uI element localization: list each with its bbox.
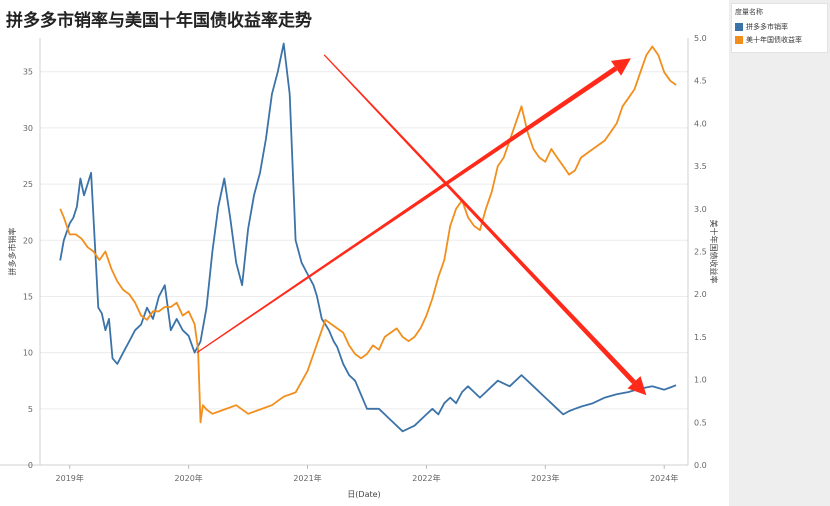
x-tick-label: 2023年	[531, 473, 559, 483]
y-right-tick-label: 4.5	[694, 77, 707, 86]
y-right-tick-label: 1.5	[694, 333, 707, 342]
x-tick-label: 2020年	[174, 473, 202, 483]
line-chart: 0 5 10 15 20 25 30 35 0.0 0.5 1.0 1.5 2.0 2.5 3.0 3.5 4.…	[0, 34, 719, 499]
legend-title: 度量名称	[735, 8, 763, 16]
legend-label-us10y: 美十年国债收益率	[746, 36, 802, 44]
y-right-tick-label: 2.0	[694, 290, 707, 299]
series-line-pdd	[59, 42, 677, 433]
annotation-arrow-head	[611, 58, 631, 76]
series-lines	[59, 42, 677, 433]
y-left-tick-label: 0	[28, 461, 33, 470]
y-right-axis-title: 美十年国债收益率	[709, 220, 719, 284]
annotation-arrow-shaft	[196, 66, 618, 354]
x-tick-label: 2024年	[650, 473, 678, 483]
annotation-arrow-head	[627, 376, 647, 396]
y-right-tick-label: 5.0	[694, 34, 707, 43]
y-left-tick-label: 20	[23, 236, 33, 245]
y-right-tick-label: 1.0	[694, 376, 707, 385]
y-right-tick-label: 4.0	[694, 119, 707, 128]
y-left-tick-label: 5	[28, 405, 33, 414]
x-axis-title: 日(Date)	[347, 490, 380, 499]
x-tick-label: 2021年	[293, 473, 321, 483]
y-left-tick-label: 25	[23, 180, 33, 189]
y-left-tick-label: 15	[23, 292, 33, 301]
y-right-tick-label: 0.5	[694, 418, 707, 427]
y-right-tick-label: 0.0	[694, 461, 707, 470]
y-right-tick-label: 2.5	[694, 248, 707, 257]
x-tick-label: 2019年	[56, 473, 84, 483]
legend-label-pdd: 拼多多市销率	[746, 23, 788, 31]
legend-panel	[729, 0, 830, 506]
x-tick-label: 2022年	[412, 473, 440, 483]
annotation-arrow-shaft	[323, 54, 636, 385]
series-line-us10y	[59, 45, 677, 424]
axes: 0 5 10 15 20 25 30 35 0.0 0.5 1.0 1.5 2.0 2.5 3.0 3.5 4.…	[0, 34, 719, 499]
y-right-tick-label: 3.5	[694, 162, 707, 171]
annotation-arrows	[196, 54, 647, 396]
legend-swatch-pdd	[735, 23, 743, 31]
y-right-tick-label: 3.0	[694, 205, 707, 214]
legend: 度量名称 拼多多市销率 美十年国债收益率	[731, 3, 828, 53]
y-left-tick-label: 30	[23, 124, 33, 133]
legend-swatch-us10y	[735, 36, 743, 44]
legend-item-pdd[interactable]: 拼多多市销率	[735, 22, 824, 32]
y-left-tick-label: 35	[23, 68, 33, 77]
y-left-tick-label: 10	[23, 349, 33, 358]
chart-title: 拼多多市销率与美国十年国债收益率走势	[6, 11, 312, 31]
y-left-axis-title: 拼多多市销率	[7, 228, 17, 276]
legend-item-us10y[interactable]: 美十年国债收益率	[735, 35, 824, 45]
